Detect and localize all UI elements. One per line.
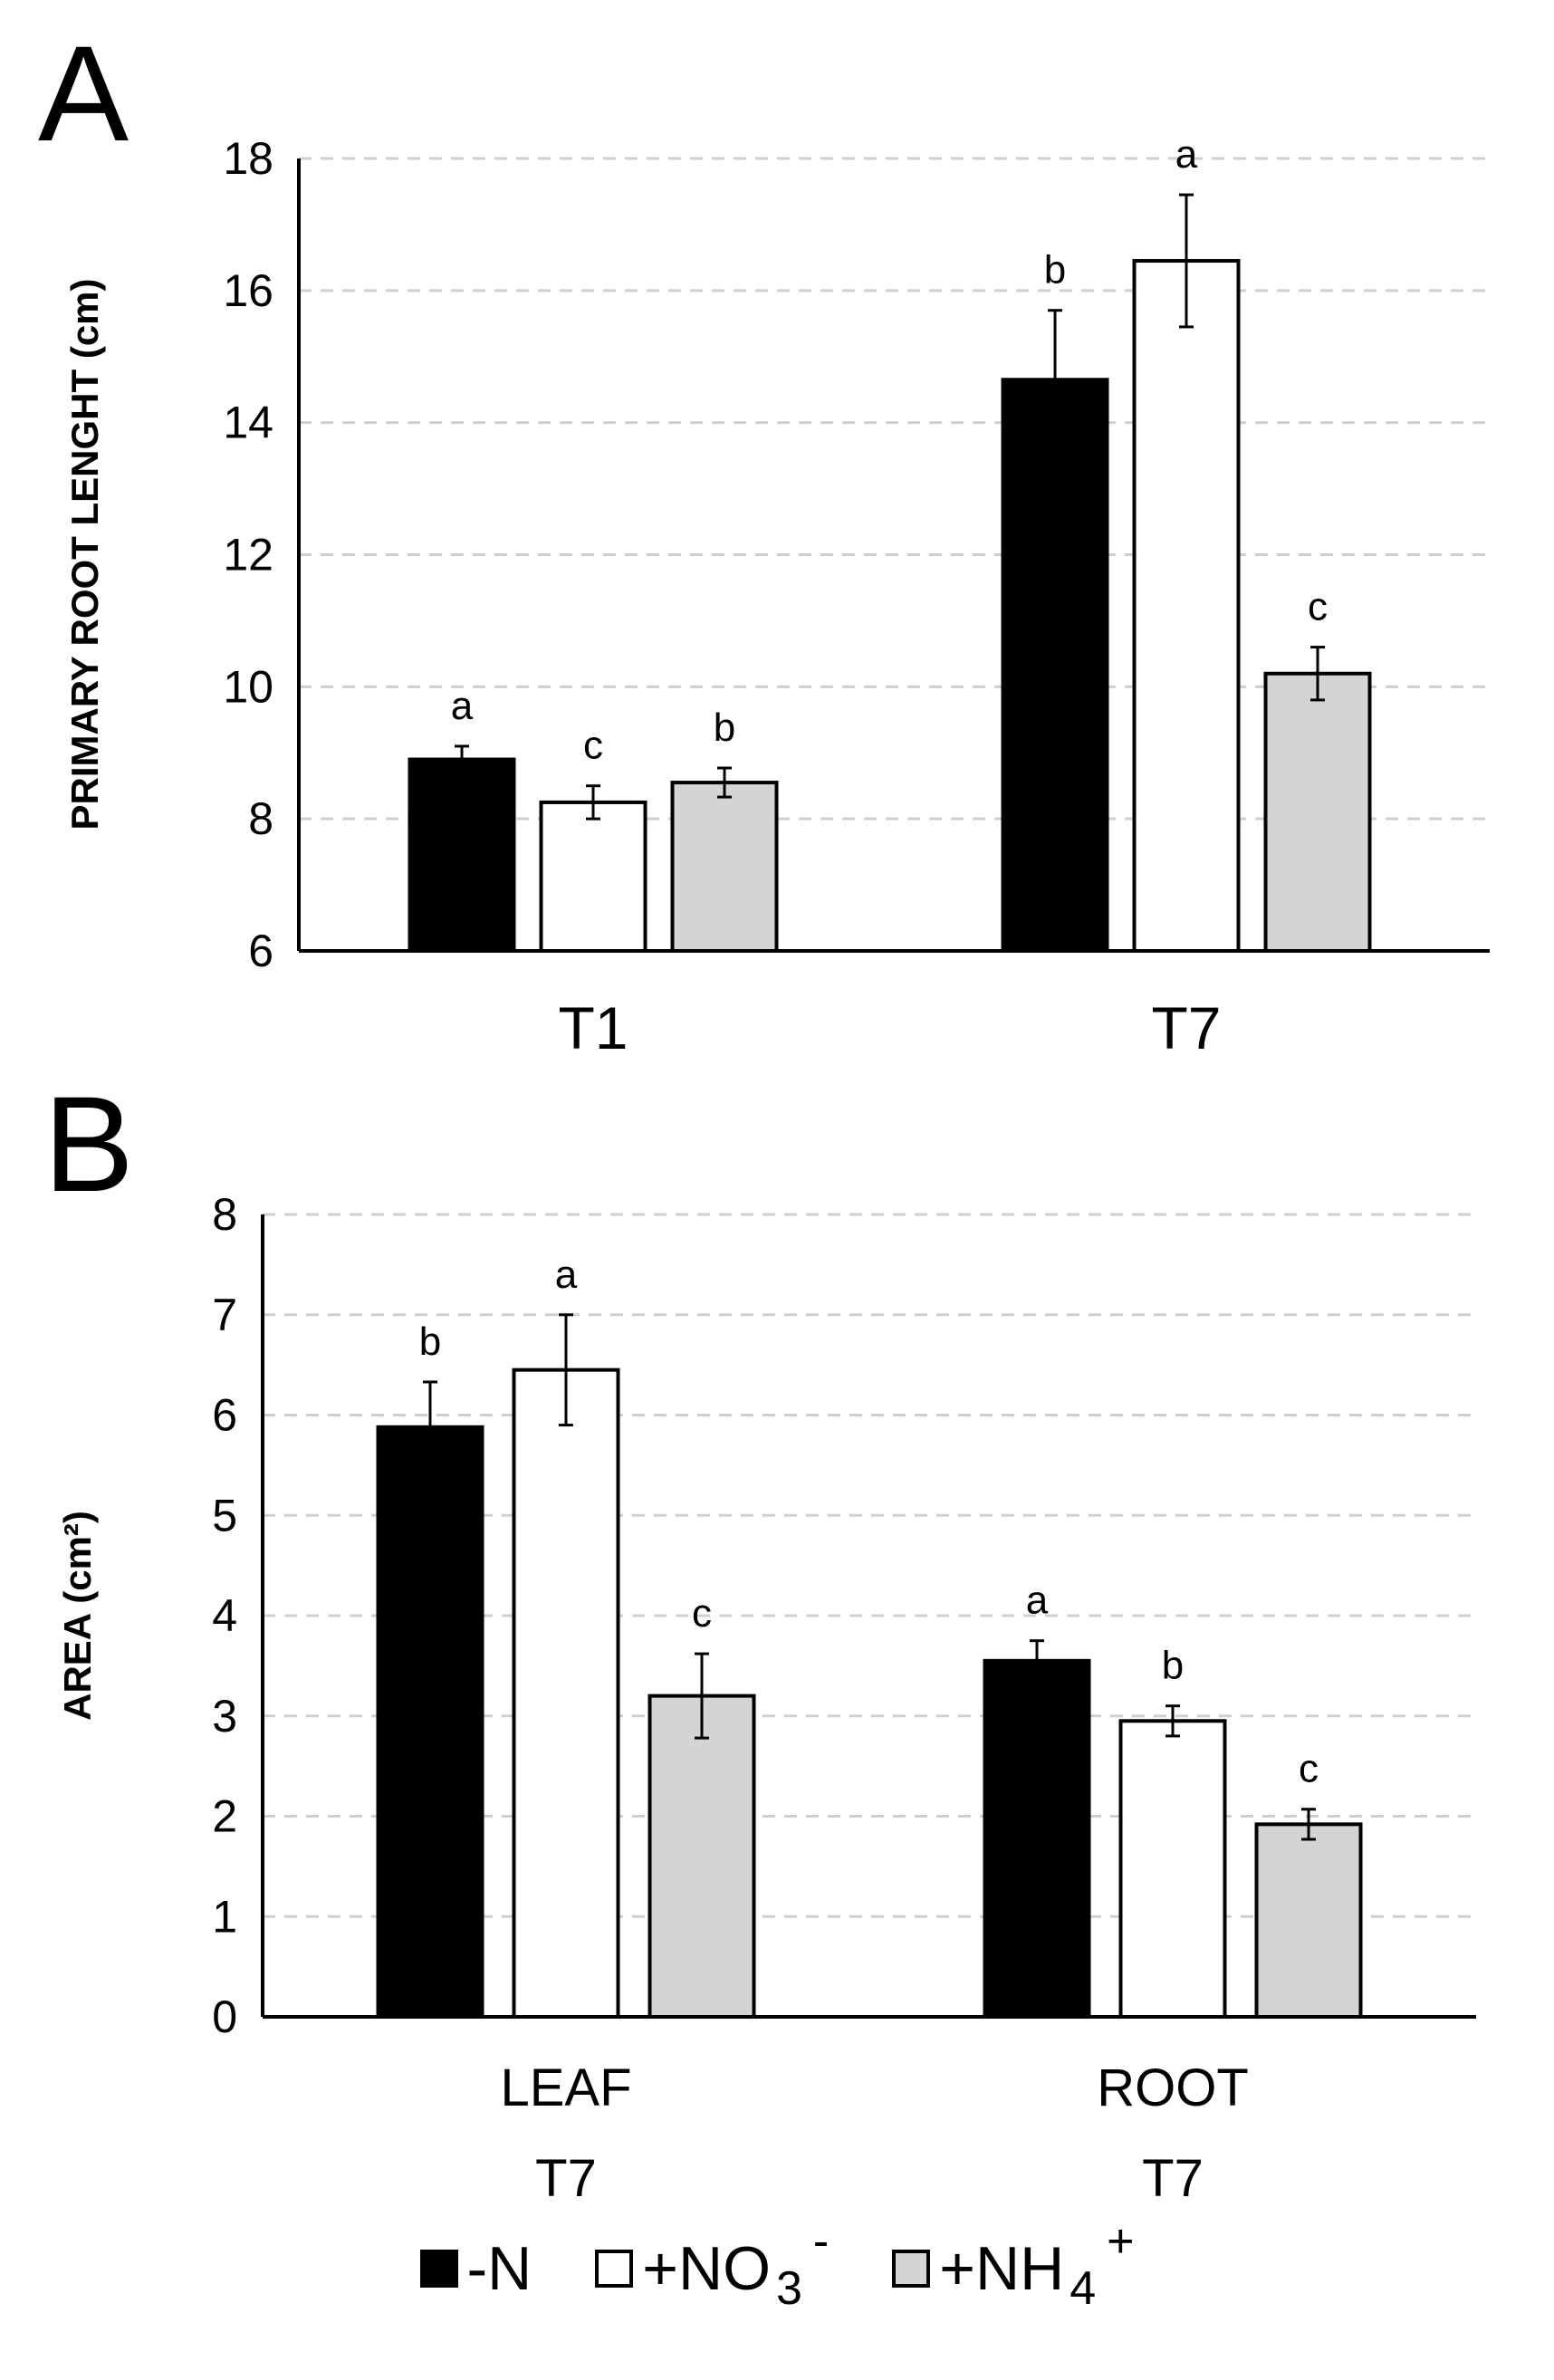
legend: -N +NO 3- +NH 4 + — [0, 2201, 1554, 2337]
panel-a-significance-letter: a — [451, 684, 474, 728]
panel-b-y-tick-label: 0 — [212, 1991, 237, 2042]
panel-a-bar — [539, 800, 648, 953]
panel-a-x-category-label: T7 — [1151, 994, 1221, 1061]
panel-a-y-tick-label: 6 — [248, 926, 273, 976]
panel-b-x-category-label: T7 — [1142, 2149, 1204, 2208]
legend-item-no3: +NO 3- — [595, 2215, 829, 2315]
panel-b-significance-letter: c — [692, 1591, 712, 1636]
panel-b-bar — [648, 1694, 756, 2019]
panel-b-significance-letter: a — [555, 1252, 578, 1297]
panel-b-bar — [512, 1368, 620, 2019]
panel-b-bar — [1254, 1822, 1363, 2019]
legend-label-neg-n: -N — [466, 2234, 532, 2303]
panel-b-x-category-label: LEAF — [500, 2059, 631, 2117]
panel-a-bar — [670, 781, 779, 953]
panel-a-bar — [1263, 671, 1372, 953]
legend-swatch-nh4 — [892, 2250, 931, 2288]
panel-b-y-tick-label: 1 — [212, 1891, 237, 1942]
legend-swatch-neg-n — [419, 2250, 458, 2288]
panel-b-y-tick-label: 3 — [212, 1691, 237, 1742]
panel-b-y-axis-title: AREA (cm²) — [56, 1511, 99, 1721]
legend-label-no3: +NO — [642, 2234, 771, 2303]
panel-b-significance-letter: b — [1162, 1644, 1184, 1688]
legend-label-nh4-subscript: 4 — [1070, 2262, 1097, 2315]
panel-label-a: A — [38, 17, 130, 169]
panel-b-significance-letter: b — [419, 1320, 441, 1364]
panel-b-significance-letter: a — [1026, 1579, 1049, 1623]
panel-b-y-tick-label: 5 — [212, 1490, 237, 1540]
panel-label-b: B — [43, 1068, 135, 1220]
legend-swatch-no3 — [595, 2250, 634, 2288]
panel-a-y-tick-label: 12 — [223, 530, 273, 581]
panel-b-x-category-label: T7 — [535, 2149, 597, 2208]
panel-b-x-category-label: ROOT — [1097, 2059, 1249, 2117]
panel-b-bar — [376, 1425, 484, 2020]
panel-b-y-tick-label: 7 — [212, 1290, 237, 1340]
legend-label-nh4-superscript: + — [1107, 2215, 1135, 2268]
panel-a-significance-letter: a — [1175, 132, 1198, 177]
panel-b-y-tick-label: 4 — [212, 1590, 237, 1641]
panel-a-bar — [1132, 259, 1241, 954]
panel-a-significance-letter: b — [1044, 248, 1066, 293]
legend-item-neg-n: -N — [419, 2233, 532, 2304]
panel-a-y-axis-title: PRIMARY ROOT LENGHT (cm) — [63, 278, 106, 830]
panel-a-y-tick-label: 16 — [223, 265, 273, 316]
panel-a-x-category-label: T1 — [558, 994, 628, 1061]
panel-a-y-tick-label: 10 — [223, 661, 273, 712]
legend-item-nh4: +NH 4 + — [892, 2215, 1134, 2315]
panel-b-y-tick-label: 2 — [212, 1791, 237, 1842]
legend-label-no3-superscript: - — [812, 2215, 830, 2268]
panel-a-y-tick-label: 18 — [223, 133, 273, 184]
panel-b-y-tick-label: 6 — [212, 1390, 237, 1441]
panel-b-bar — [983, 1658, 1091, 2020]
panel-a-significance-letter: c — [1308, 585, 1328, 629]
panel-b-significance-letter: c — [1299, 1747, 1319, 1791]
panel-a-y-tick-label: 8 — [248, 793, 273, 844]
panel-b-y-tick-label: 8 — [212, 1189, 237, 1240]
panel-a-significance-letter: b — [714, 705, 735, 750]
panel-a-significance-letter: c — [583, 724, 603, 768]
panel-a-bar — [408, 757, 516, 954]
legend-label-no3-subscript: 3 — [776, 2262, 802, 2315]
panel-b-bar — [1118, 1719, 1227, 2019]
panel-a-y-tick-label: 14 — [223, 398, 273, 448]
legend-label-nh4: +NH — [939, 2234, 1065, 2303]
panel-a-bar — [1001, 378, 1109, 954]
